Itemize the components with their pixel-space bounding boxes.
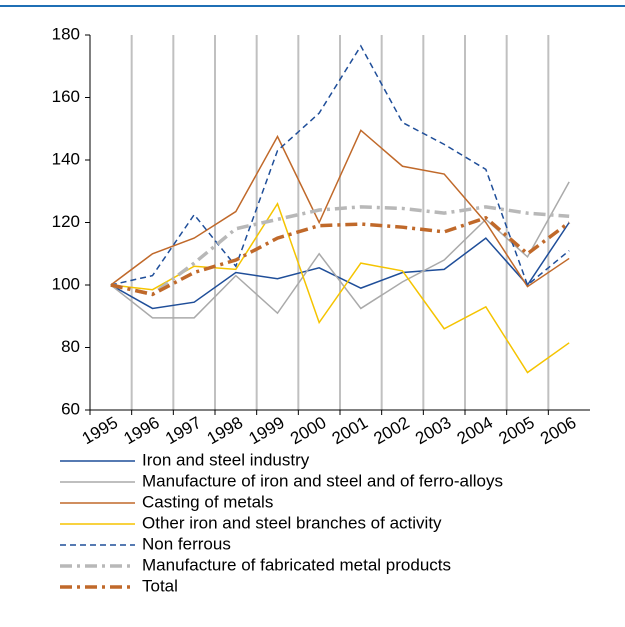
y-tick-label: 180 xyxy=(52,24,80,43)
x-tick-label: 2003 xyxy=(412,413,454,448)
y-tick-label: 160 xyxy=(52,87,80,106)
x-tick-label: 1996 xyxy=(120,413,162,448)
x-tick-label: 2001 xyxy=(329,413,371,448)
x-tick-label: 2000 xyxy=(287,413,329,448)
series-line xyxy=(110,215,571,297)
series-line xyxy=(110,44,570,287)
x-tick-label: 1999 xyxy=(245,413,287,448)
legend-label: Casting of metals xyxy=(142,492,273,511)
legend-label: Manufacture of iron and steel and of fer… xyxy=(142,471,503,490)
y-tick-label: 80 xyxy=(61,337,80,356)
y-tick-label: 120 xyxy=(52,212,80,231)
legend-label: Total xyxy=(142,576,178,595)
y-tick-label: 140 xyxy=(52,149,80,168)
x-tick-label: 1995 xyxy=(79,413,121,448)
y-tick-label: 100 xyxy=(52,274,80,293)
x-tick-label: 2006 xyxy=(537,413,579,448)
series-line xyxy=(110,222,570,310)
x-tick-label: 2005 xyxy=(495,413,537,448)
series-line xyxy=(110,129,570,288)
legend-label: Other iron and steel branches of activit… xyxy=(142,513,442,532)
legend-label: Iron and steel industry xyxy=(142,450,310,469)
legend-label: Manufacture of fabricated metal products xyxy=(142,555,451,574)
x-tick-label: 1997 xyxy=(162,413,204,448)
x-tick-label: 2004 xyxy=(454,413,496,448)
series-line xyxy=(110,205,570,297)
x-tick-label: 1998 xyxy=(204,413,246,448)
x-tick-label: 2002 xyxy=(370,413,412,448)
y-tick-label: 60 xyxy=(61,399,80,418)
legend-label: Non ferrous xyxy=(142,534,231,553)
